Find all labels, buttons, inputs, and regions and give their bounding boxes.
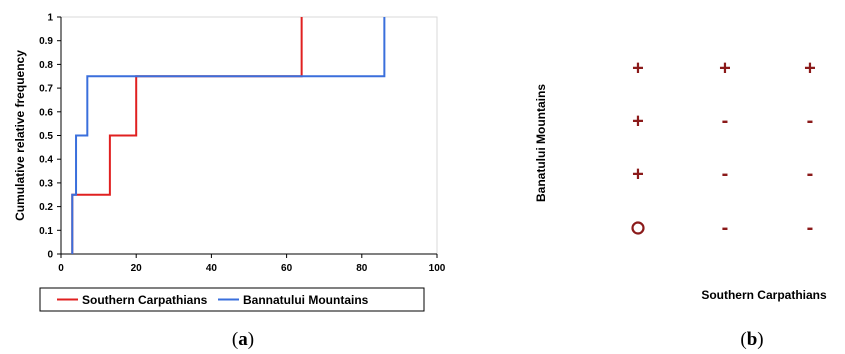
y-tick-label: 0.6	[39, 107, 53, 118]
panel-label-a: (a)	[232, 329, 254, 350]
x-tick-label: 80	[356, 263, 368, 274]
y-axis-title: Cumulative relative frequency	[13, 50, 27, 221]
y-tick-label: 0.1	[39, 226, 53, 237]
y-tick-label: 0.9	[39, 36, 53, 47]
matrix-cell-minus: -	[722, 110, 729, 132]
x-tick-label: 0	[58, 263, 64, 274]
matrix-cell-circle	[631, 221, 645, 235]
legend: Southern Carpathians Bannatului Mountain…	[39, 287, 425, 312]
matrix-cell-minus: -	[807, 163, 814, 185]
x-tick-label: 40	[206, 263, 218, 274]
matrix-cell-minus: -	[807, 110, 814, 132]
panel-a-chart: 0 0.1 0.2 0.3 0.4 0.5 0.6 0.7 0.8 0.9 1 0 20 40 60 80 10…	[13, 13, 446, 351]
panel-b-symbol-matrix: + + + + - - + - - - - Banatului Mountains Southern…	[534, 58, 827, 351]
y-tick-label: 0.4	[39, 155, 53, 166]
y-tick-label: 0.2	[39, 202, 53, 213]
legend-label-southern-carpathians: Southern Carpathians	[82, 293, 208, 307]
x-tick-label: 60	[281, 263, 293, 274]
matrix-cell-minus: -	[722, 217, 729, 239]
matrix-x-axis-title: Southern Carpathians	[701, 288, 827, 302]
matrix-cell-plus: +	[632, 111, 644, 133]
matrix-cell-plus: +	[632, 164, 644, 186]
y-tick-label: 1	[47, 13, 53, 24]
y-tick-label: 0.8	[39, 60, 53, 71]
matrix-cell-plus: +	[632, 58, 644, 80]
matrix-cell-minus: -	[722, 163, 729, 185]
y-tick-label: 0.5	[39, 131, 53, 142]
x-tick-label: 100	[429, 263, 446, 274]
y-tick-label: 0.7	[39, 84, 53, 95]
y-tick-label: 0	[47, 250, 53, 261]
axes: 0 0.1 0.2 0.3 0.4 0.5 0.6 0.7 0.8 0.9 1 0 20 40 60 80 10…	[39, 13, 446, 275]
panel-label-b: (b)	[740, 329, 763, 350]
matrix-cell-plus: +	[804, 58, 816, 80]
y-tick-label: 0.3	[39, 178, 53, 189]
matrix-y-axis-title: Banatului Mountains	[534, 84, 548, 202]
legend-label-bannatului-mountains: Bannatului Mountains	[243, 293, 369, 307]
matrix-cell-plus: +	[719, 58, 731, 80]
series-line-bannatului-mountains	[71, 17, 386, 254]
series-layer	[71, 17, 386, 254]
matrix-cell-minus: -	[807, 217, 814, 239]
x-tick-label: 20	[131, 263, 143, 274]
symbol-matrix: + + + + - - + - - - -	[631, 58, 816, 239]
